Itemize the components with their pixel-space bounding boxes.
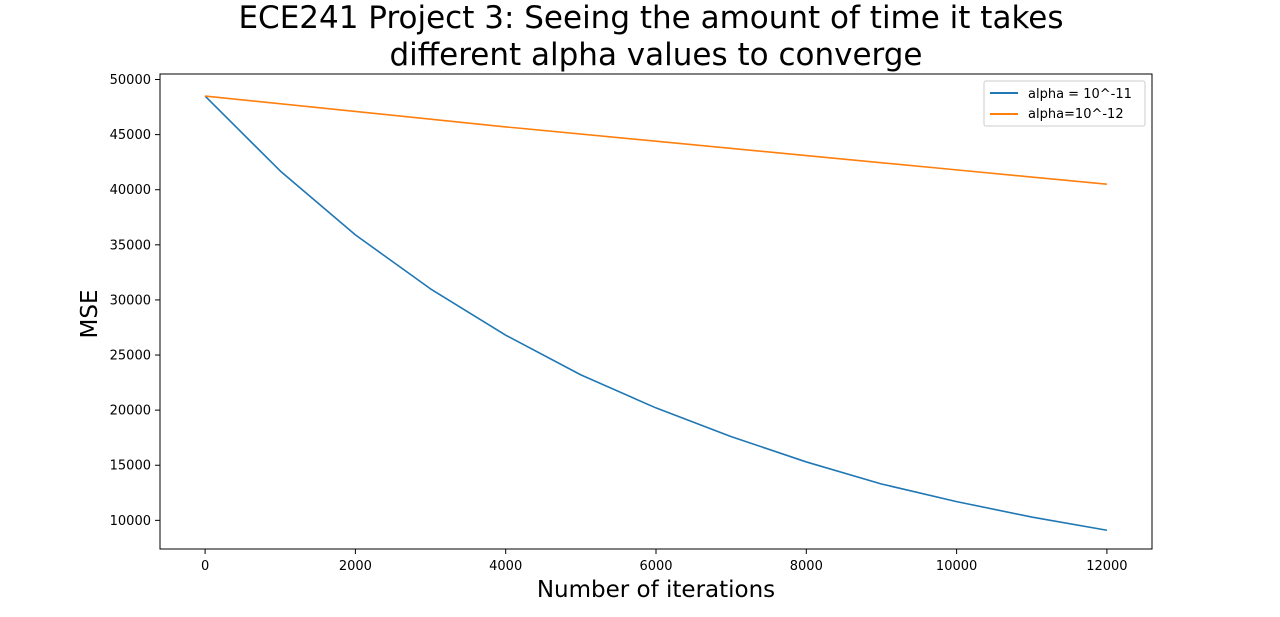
- y-tick-label: 50000: [110, 73, 151, 88]
- x-tick-label: 8000: [790, 559, 823, 574]
- y-tick-label: 30000: [110, 293, 151, 308]
- series-line-1: [205, 95, 1107, 186]
- y-tick-label: 45000: [110, 128, 151, 143]
- y-axis-label: MSE: [77, 290, 103, 339]
- y-tick-label: 20000: [110, 404, 151, 419]
- x-tick-label: 4000: [489, 559, 522, 574]
- x-tick-label: 12000: [1086, 559, 1127, 574]
- series-layer: [204, 95, 1108, 532]
- series-line-0: [204, 95, 1108, 532]
- x-tick-label: 0: [201, 559, 209, 574]
- x-tick-label: 2000: [339, 559, 372, 574]
- x-tick-label: 6000: [639, 559, 672, 574]
- chart-title-line-2: different alpha values to converge: [390, 37, 923, 73]
- legend-box: [983, 80, 1146, 127]
- legend-label-alpha-1e-11: alpha = 10^-11: [1028, 87, 1132, 102]
- y-tick-label: 25000: [110, 349, 151, 364]
- legend-label-alpha-1e-12: alpha=10^-12: [1028, 107, 1124, 122]
- x-axis-label: Number of iterations: [537, 577, 775, 603]
- x-axis-ticks: 0 2000 4000 6000 8000 10000 12000: [201, 549, 1128, 574]
- chart-title-line-1: ECE241 Project 3: Seeing the amount of t…: [238, 0, 1063, 36]
- x-tick-label: 10000: [936, 559, 977, 574]
- y-tick-label: 10000: [110, 514, 151, 529]
- y-tick-label: 40000: [110, 183, 151, 198]
- y-tick-label: 15000: [110, 459, 151, 474]
- y-tick-label: 35000: [110, 238, 151, 253]
- legend: alpha = 10^-11 alpha=10^-12: [983, 80, 1146, 127]
- y-axis-ticks: 10000 15000 20000 25000 30000 35000 40000 45000…: [110, 73, 160, 529]
